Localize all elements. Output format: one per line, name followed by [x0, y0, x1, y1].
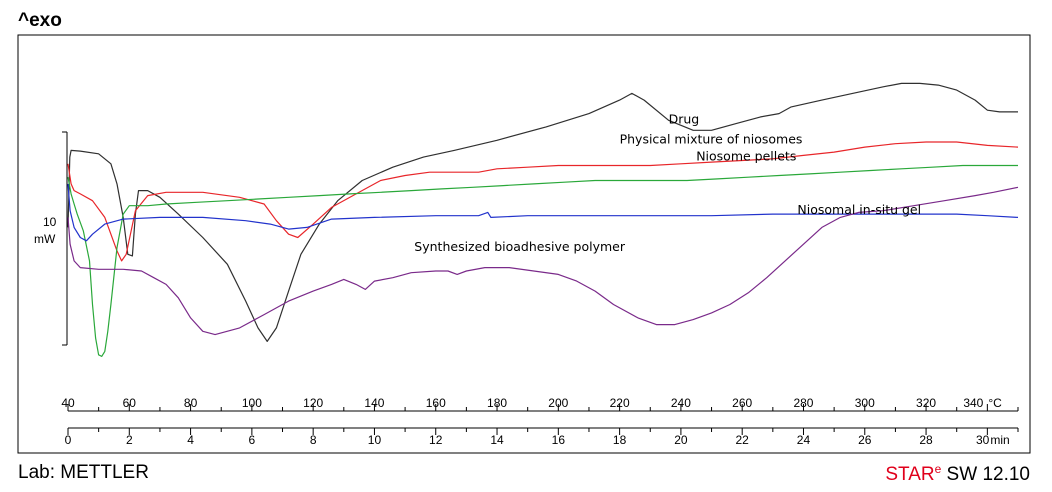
footer-brand: STARe SW 12.10	[885, 462, 1030, 485]
scale-bar-value: 10	[43, 215, 57, 229]
series-line-synthesized-bioadhesive-polymer	[67, 186, 1019, 336]
series-label-niosome-pellets: Niosome pellets	[696, 149, 796, 164]
series-label-synthesized-bioadhesive-polymer: Synthesized bioadhesive polymer	[414, 239, 626, 254]
time-tick-label: 26	[858, 433, 872, 447]
series-label-physical-mixture-of-niosomes: Physical mixture of niosomes	[620, 132, 803, 147]
time-tick-label: 2	[126, 433, 133, 447]
time-tick-label: 0	[65, 433, 72, 447]
temp-tick-label: 300	[855, 396, 875, 410]
time-unit: min	[990, 433, 1009, 447]
temp-tick-label: 220	[610, 396, 630, 410]
time-tick-label: 12	[429, 433, 443, 447]
temp-tick-label: 200	[548, 396, 568, 410]
temp-tick-label: 60	[123, 396, 137, 410]
time-tick-label: 8	[310, 433, 317, 447]
time-tick-label: 22	[736, 433, 750, 447]
time-tick-label: 10	[368, 433, 382, 447]
time-tick-label: 6	[249, 433, 256, 447]
series-label-niosomal-in-situ-gel: Niosomal in-situ gel	[797, 202, 921, 217]
temp-tick-label: 100	[242, 396, 262, 410]
time-tick-label: 18	[613, 433, 627, 447]
temp-tick-label: 260	[732, 396, 752, 410]
series-line-niosome-pellets	[67, 164, 1018, 357]
series-label-drug: Drug	[669, 112, 700, 127]
temp-tick-label: 80	[184, 396, 198, 410]
scale-bar-unit: mW	[34, 232, 56, 246]
temp-tick-label: 160	[426, 396, 446, 410]
temp-tick-label: 340	[963, 396, 983, 410]
time-tick-label: 4	[187, 433, 194, 447]
time-axis: 0 2 4 6 8 10 12 14 16 18 20 22 24 26 28 30 min	[65, 427, 1019, 447]
time-tick-label: 30	[976, 433, 990, 447]
time-tick-label: 14	[490, 433, 504, 447]
temp-tick-label: 40	[61, 396, 75, 410]
footer-lab: Lab: METTLER	[18, 462, 149, 483]
series-line-drug	[67, 82, 1018, 342]
series-line-niosomal-in-situ-gel	[67, 183, 1019, 242]
plot-frame	[17, 34, 1031, 454]
brand-star: STARe	[885, 462, 942, 485]
temp-tick-label: 120	[303, 396, 323, 410]
series-labels: Drug Physical mixture of niosomes Niosome …	[414, 112, 921, 254]
temperature-axis: 40 60 80 100 120 140 160 180 200 220 240 260 280 300 3…	[61, 396, 1019, 412]
temp-tick-label: 240	[671, 396, 691, 410]
temp-tick-label: 280	[793, 396, 813, 410]
series-line-physical-mixture-of-niosomes	[67, 141, 1019, 262]
chart-title: ^exo	[18, 10, 62, 31]
temp-tick-label: 140	[364, 396, 384, 410]
time-tick-label: 20	[674, 433, 688, 447]
temp-tick-label: 320	[916, 396, 936, 410]
temp-tick-label: 180	[487, 396, 507, 410]
scale-bar: 10 mW	[34, 131, 68, 346]
dsc-chart: ^exo 10 mW Drug Physical mixture of nioso…	[17, 10, 1031, 454]
time-tick-label: 28	[919, 433, 933, 447]
temp-unit: °C	[988, 396, 1002, 410]
time-tick-label: 24	[797, 433, 811, 447]
series-group	[67, 82, 1019, 357]
time-tick-label: 16	[552, 433, 566, 447]
